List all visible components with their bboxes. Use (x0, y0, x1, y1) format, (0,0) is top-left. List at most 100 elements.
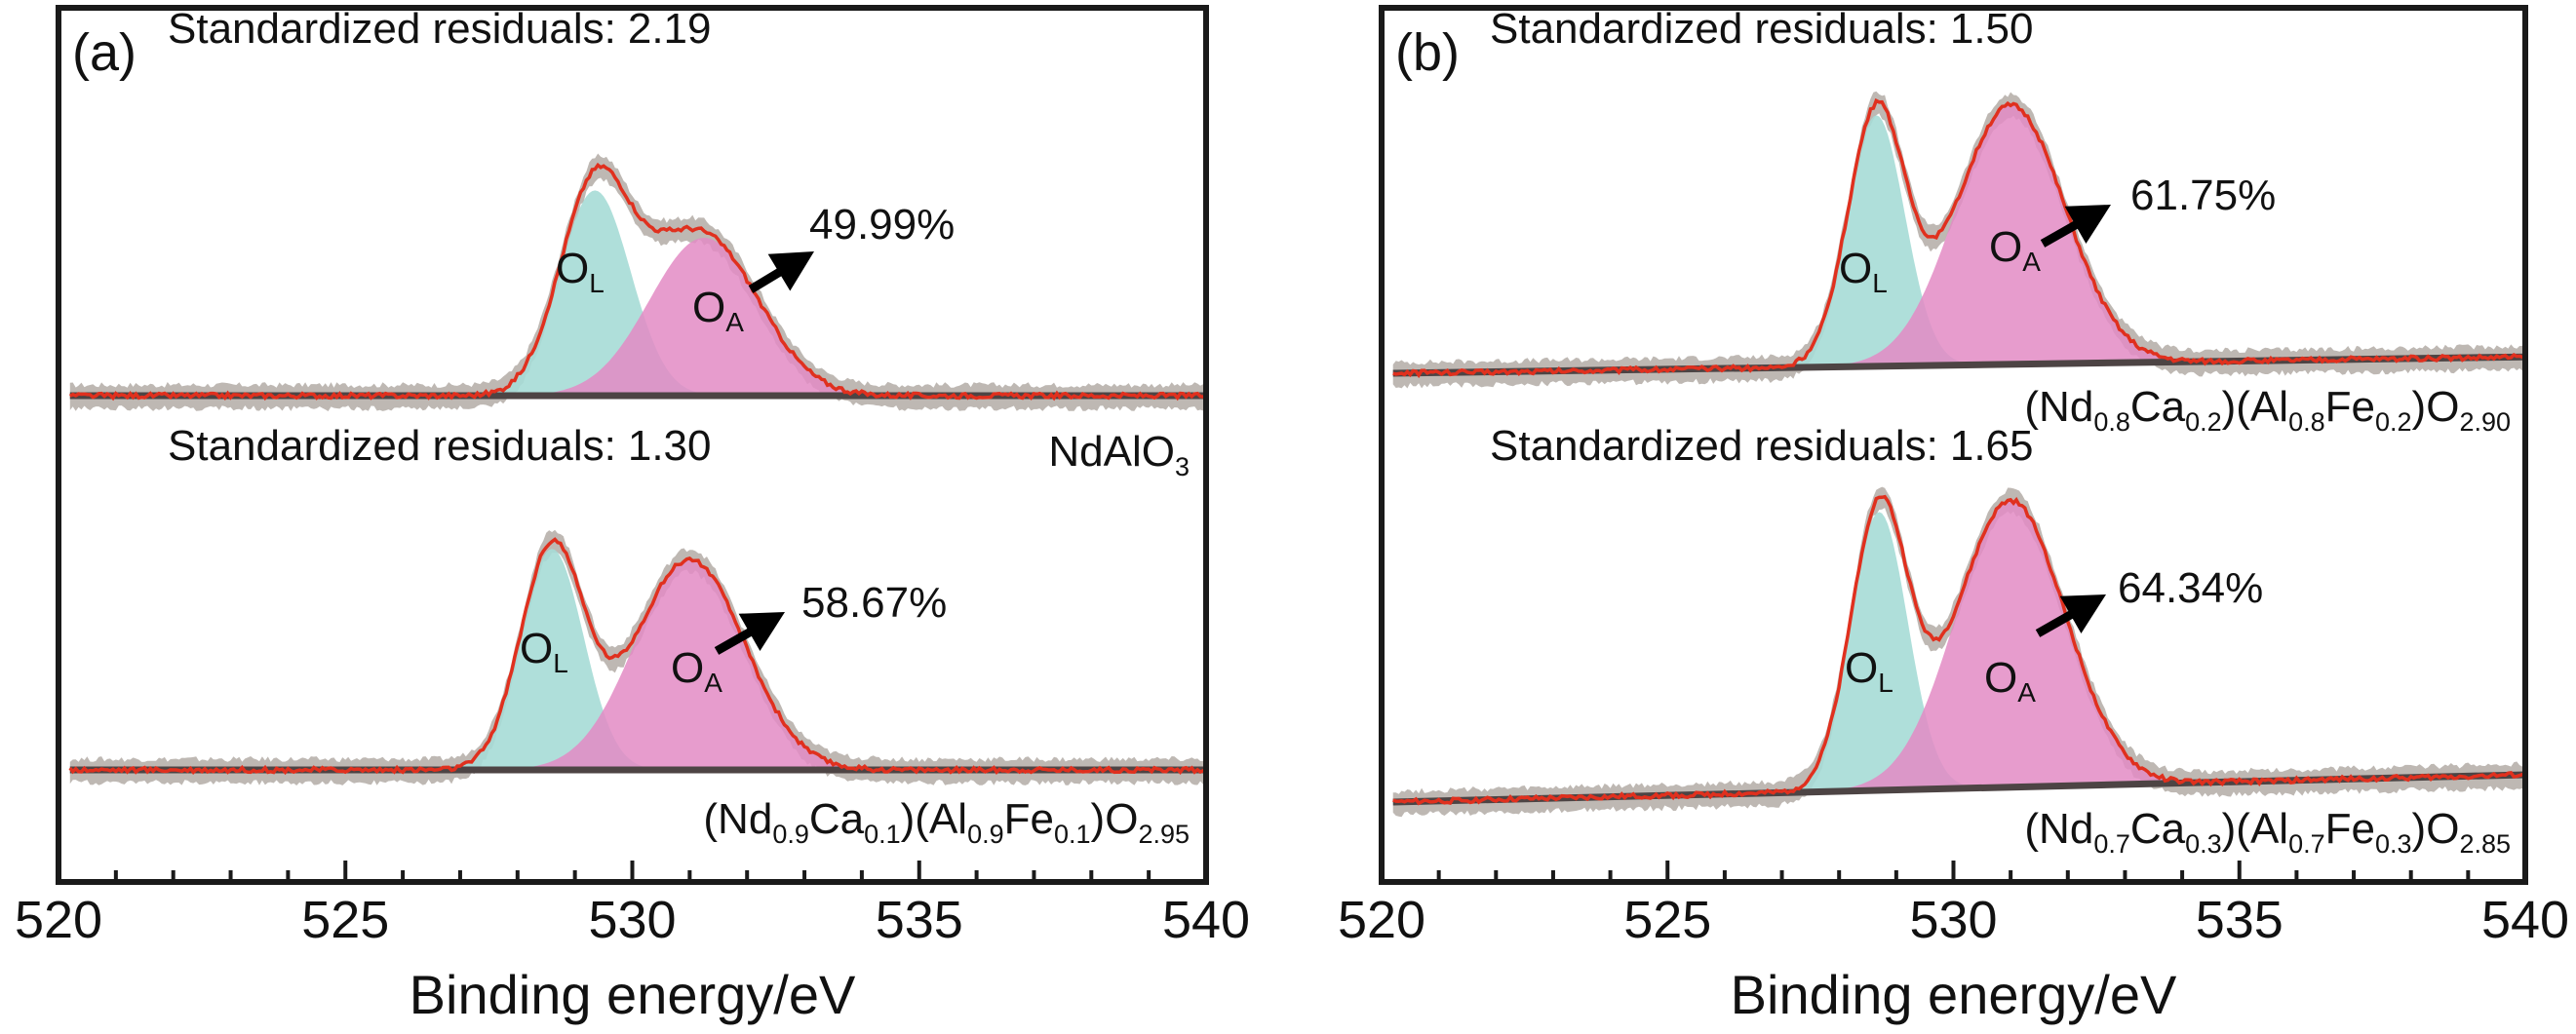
composition-text: )O (1091, 795, 1139, 843)
oa-percent-label: 61.75% (2130, 172, 2276, 219)
composition-text: Ca (2130, 805, 2186, 853)
panel-a: Standardized residuals: 2.19OLOA49.99%NdA… (15, 5, 1250, 1025)
oa-letter: O (671, 644, 704, 692)
residuals-value: 1.50 (1950, 5, 2034, 53)
oa-component-area (1392, 500, 2525, 802)
residuals-text: Standardized residuals: (1490, 422, 1938, 470)
composition-text: Ca (809, 795, 865, 843)
arrow-head-icon (2064, 205, 2111, 244)
residuals-value: 1.65 (1950, 422, 2034, 470)
ol-subscript: L (1878, 668, 1893, 698)
composition-subscript: 0.7 (2288, 829, 2325, 859)
x-tick-label: 530 (1909, 891, 1997, 949)
composition-text: Fe (2325, 383, 2375, 431)
composition-text: Ca (2130, 383, 2186, 431)
composition-subscript: 0.8 (2288, 407, 2325, 437)
residuals-text: Standardized residuals: (1490, 5, 1938, 53)
residuals-text: Standardized residuals: (168, 5, 616, 53)
composition-text: (Nd (703, 795, 772, 843)
ol-subscript: L (1872, 268, 1888, 298)
ol-letter: O (556, 245, 589, 292)
residuals-label: Standardized residuals: 2.19 (168, 5, 711, 53)
composition-label: (Nd0.9Ca0.1)(Al0.9Fe0.1)O2.95 (703, 795, 1190, 849)
ol-label: OL (520, 625, 568, 678)
composition-text: (Nd (2024, 805, 2093, 853)
composition-subscript: 2.90 (2459, 407, 2511, 437)
composition-text: )O (2412, 383, 2460, 431)
composition-label: NdAlO3 (1048, 428, 1190, 481)
envelope-band (1392, 486, 2525, 818)
x-axis-label: Binding energy/eV (1731, 964, 2177, 1025)
x-tick-label: 530 (588, 891, 676, 949)
composition-text: Fe (1004, 795, 1054, 843)
residuals-value: 1.30 (628, 422, 712, 470)
oa-label: OA (1989, 223, 2041, 277)
panel-b: Standardized residuals: 1.50OLOA61.75%(Nd… (1338, 5, 2569, 1025)
residuals-label: Standardized residuals: 1.30 (168, 422, 711, 470)
fit-line (68, 537, 1207, 776)
ol-label: OL (556, 245, 605, 298)
composition-subscript: 0.3 (2375, 829, 2412, 859)
composition-subscript: 0.3 (2185, 829, 2222, 859)
composition-subscript: 0.9 (967, 820, 1004, 849)
composition-subscript: 0.7 (2093, 829, 2130, 859)
composition-text: )(Al (901, 795, 967, 843)
composition-subscript: 0.2 (2375, 407, 2412, 437)
x-tick-label: 540 (1162, 891, 1250, 949)
composition-label: (Nd0.7Ca0.3)(Al0.7Fe0.3)O2.85 (2024, 805, 2511, 859)
oa-label: OA (671, 644, 722, 698)
x-tick-label: 535 (876, 891, 963, 949)
x-tick-label: 535 (2196, 891, 2283, 949)
arrow-head-icon (738, 612, 785, 651)
fit-line (68, 162, 1207, 402)
composition-text: (Nd (2024, 383, 2093, 431)
ol-letter: O (520, 625, 553, 672)
ol-label: OL (1845, 644, 1893, 698)
oa-percent-label: 49.99% (809, 201, 955, 249)
oa-subscript: A (2022, 247, 2041, 277)
x-tick-label: 520 (15, 891, 102, 949)
oa-subscript: A (2017, 677, 2036, 708)
composition-text: )(Al (2222, 805, 2288, 853)
fit-line (1392, 97, 2526, 379)
arrow-head-icon (767, 251, 814, 291)
envelope-band (69, 529, 1206, 785)
fit-line (1392, 494, 2526, 806)
x-tick-label: 540 (2481, 891, 2569, 949)
ol-letter: O (1839, 245, 1872, 292)
panel-label: (a) (72, 23, 137, 82)
ol-letter: O (1845, 644, 1878, 692)
composition-subscript: 3 (1175, 452, 1190, 481)
composition-subscript: 0.1 (864, 820, 901, 849)
envelope-band (69, 153, 1206, 411)
residuals-label: Standardized residuals: 1.50 (1490, 5, 2033, 53)
composition-subscript: 2.95 (1138, 820, 1190, 849)
oa-component-area (1392, 104, 2525, 374)
composition-subscript: 0.9 (772, 820, 809, 849)
composition-label: (Nd0.8Ca0.2)(Al0.8Fe0.2)O2.90 (2024, 383, 2511, 437)
ol-label: OL (1839, 245, 1888, 298)
ol-subscript: L (553, 648, 568, 678)
oa-component-area (69, 238, 1206, 396)
composition-text: )O (2412, 805, 2460, 853)
x-tick-label: 525 (1623, 891, 1711, 949)
oa-component-area (69, 559, 1206, 770)
oa-label: OA (1984, 654, 2036, 708)
arrow-head-icon (2059, 594, 2106, 633)
oa-subscript: A (725, 307, 744, 337)
composition-text: )(Al (2222, 383, 2288, 431)
x-tick-label: 525 (301, 891, 389, 949)
ol-subscript: L (589, 268, 605, 298)
oa-letter: O (692, 284, 725, 331)
residuals-text: Standardized residuals: (168, 422, 616, 470)
x-tick-label: 520 (1338, 891, 1425, 949)
composition-subscript: 0.2 (2185, 407, 2222, 437)
residuals-label: Standardized residuals: 1.65 (1490, 422, 2033, 470)
composition-subscript: 0.1 (1054, 820, 1091, 849)
oa-percent-label: 58.67% (801, 579, 947, 627)
x-axis-label: Binding energy/eV (410, 964, 856, 1025)
composition-text: NdAlO (1048, 428, 1175, 476)
panel-label: (b) (1395, 23, 1460, 82)
oa-percent-label: 64.34% (2118, 564, 2263, 612)
